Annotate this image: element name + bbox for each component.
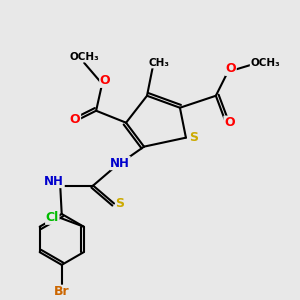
Text: Cl: Cl <box>46 211 59 224</box>
Text: O: O <box>224 116 235 129</box>
Text: O: O <box>100 74 110 87</box>
Text: O: O <box>226 62 236 75</box>
Text: Br: Br <box>54 285 70 298</box>
Text: S: S <box>116 197 124 210</box>
Text: O: O <box>70 113 80 126</box>
Text: OCH₃: OCH₃ <box>250 58 280 68</box>
Text: S: S <box>189 131 198 144</box>
Text: NH: NH <box>44 175 64 188</box>
Text: NH: NH <box>110 157 130 169</box>
Text: OCH₃: OCH₃ <box>69 52 99 62</box>
Text: CH₃: CH₃ <box>148 58 170 68</box>
